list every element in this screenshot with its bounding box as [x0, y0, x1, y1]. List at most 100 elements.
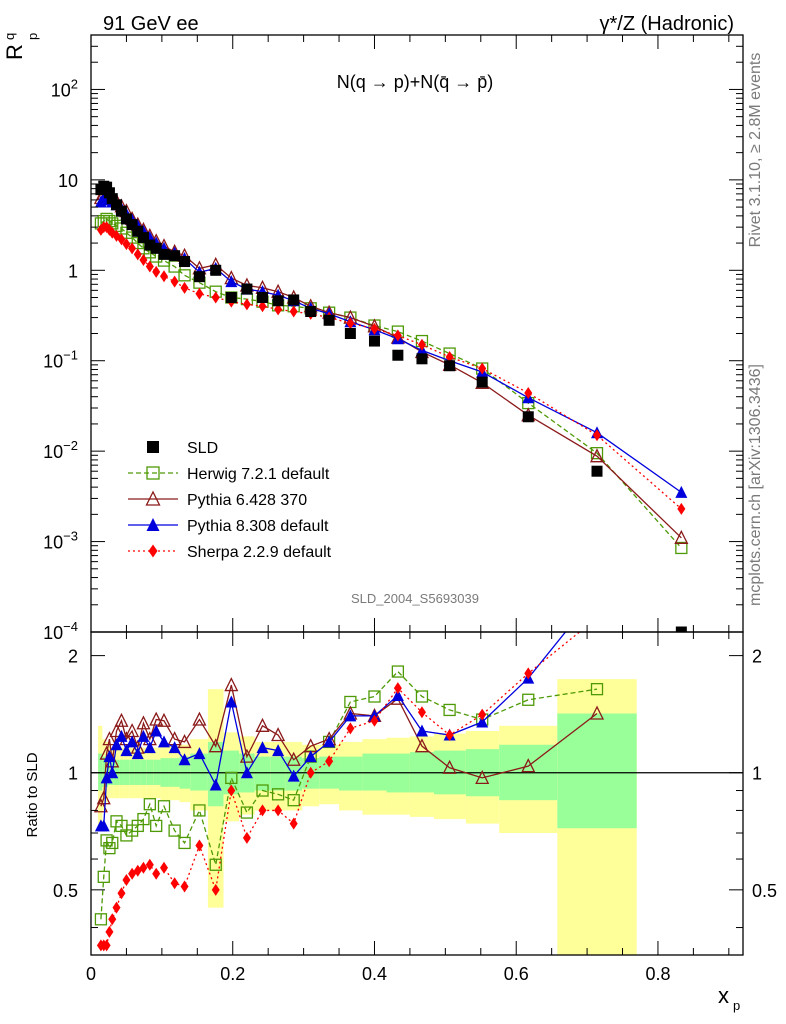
ratio-series-point-2 [150, 724, 163, 737]
main-series-point-3 [524, 386, 533, 399]
data-point [444, 360, 456, 372]
main-series-point-2 [225, 275, 238, 288]
data-point [675, 626, 687, 632]
data-point [225, 292, 237, 304]
tick-base: 10 [43, 623, 63, 643]
main-series-point-2 [675, 485, 688, 498]
legend: SLD Herwig 7.2.1 default Pythia 6.428 370 P… [128, 440, 332, 561]
ratio-series-point-1 [102, 731, 117, 746]
ratio-series-point-2 [97, 819, 110, 832]
rivet-version-label: Rivet 3.1.10, ≥ 2.8M events [747, 53, 764, 248]
mcplots-source-label: mcplots.cern.ch [arXiv:1306.3436] [747, 364, 764, 606]
ratio-series-point-3 [370, 714, 379, 727]
ratio-series-point-1 [136, 715, 151, 730]
ratio-series-point-3 [393, 682, 402, 695]
data-point [158, 248, 170, 260]
ratio-stat-band [254, 756, 271, 791]
ratio-series-point-0 [287, 794, 300, 807]
ratio-series-point-2 [287, 769, 300, 782]
main-series-point-3 [393, 329, 402, 342]
main-y-tick-label: 10−3 [43, 529, 78, 553]
ratio-series-point-1 [521, 758, 536, 773]
ratio-series-point-3 [417, 706, 426, 719]
main-series-point-3 [180, 281, 189, 294]
data-point [210, 264, 222, 276]
ratio-stat-band [362, 753, 387, 791]
ratio-series-point-0 [106, 836, 119, 850]
ratio-series-point-1 [96, 790, 111, 805]
data-point [241, 283, 253, 295]
data-point [103, 187, 115, 199]
ratio-series-point-3 [139, 861, 148, 874]
ratio-series-point-2 [344, 709, 357, 722]
ratio-series-point-0 [209, 858, 222, 871]
data-point [323, 314, 335, 326]
data-point [344, 328, 356, 339]
main-series-line-0 [100, 218, 682, 549]
main-series-line-3 [100, 226, 682, 510]
ratio-plot-frame [90, 631, 744, 956]
data-point [368, 335, 380, 347]
legend-label: Pythia 6.428 370 [187, 492, 307, 509]
ratio-series-point-1 [114, 712, 129, 727]
data-point [126, 219, 138, 231]
main-y-axis-label: R q p [2, 33, 40, 60]
ratio-y-tick-label-right: 1 [752, 764, 762, 784]
ratio-series-point-0 [143, 798, 156, 811]
x-label-main: x [718, 983, 729, 1008]
legend-marker [148, 544, 158, 558]
ratio-series-point-3 [195, 839, 204, 852]
ratio-series-point-3 [159, 861, 168, 874]
tick-base: 10 [43, 533, 63, 553]
data-point [132, 225, 144, 237]
data-point [120, 213, 132, 225]
ratio-series-point-3 [346, 722, 355, 735]
ratio-series-point-0 [94, 913, 108, 926]
main-series-layer [93, 180, 689, 632]
ratio-series-point-0 [415, 690, 429, 703]
data-point [169, 250, 181, 262]
ratio-series-point-1 [255, 717, 270, 732]
legend-label: Pythia 8.308 default [187, 518, 329, 535]
x-tick-label: 0.2 [220, 964, 245, 984]
main-y-tick-label: 10−1 [43, 348, 78, 372]
tick-exponent: −4 [63, 619, 78, 634]
legend-marker [145, 490, 161, 506]
ratio-series-point-1 [414, 738, 430, 753]
ratio-y-tick-label-left: 2 [68, 647, 78, 667]
main-series-line-1 [100, 192, 682, 539]
ratio-stat-band [102, 756, 106, 787]
ratio-series-point-0 [150, 819, 163, 833]
ratio-series-point-2 [272, 744, 285, 757]
ratio-series-point-0 [391, 665, 405, 678]
x-tick-label: 0.6 [504, 964, 529, 984]
main-series-point-3 [677, 502, 686, 515]
ratio-series-point-1 [271, 727, 286, 742]
tick-exponent: −1 [63, 348, 78, 363]
data-point [476, 376, 488, 388]
plot-title: N(q → p)+N(q̄ → p̄) [337, 72, 494, 92]
ratio-series-point-3 [242, 831, 251, 844]
main-series-point-3 [370, 322, 379, 335]
ratio-series-point-1 [156, 712, 172, 727]
y-label-sub: p [25, 33, 40, 40]
tick-exponent: −3 [63, 529, 78, 544]
legend-label: Herwig 7.2.1 default [187, 466, 330, 483]
header-energy-label: 91 GeV ee [103, 13, 199, 35]
ratio-series-point-2 [103, 750, 116, 763]
legend-marker [146, 466, 160, 480]
y-label-sup: q [2, 33, 17, 40]
ratio-series-point-1 [286, 751, 301, 766]
ratio-series-point-3 [524, 667, 533, 680]
ratio-series-point-2 [143, 741, 156, 754]
ratio-series-point-1 [589, 705, 605, 720]
ratio-series-point-0 [271, 788, 285, 801]
ratio-series-point-3 [289, 817, 298, 830]
main-series-point-1 [589, 448, 605, 463]
main-y-tick-label: 102 [51, 76, 78, 100]
data-point [115, 205, 127, 217]
legend-marker [146, 518, 160, 531]
tick-base: 10 [43, 442, 63, 462]
main-series-point-3 [274, 303, 283, 316]
